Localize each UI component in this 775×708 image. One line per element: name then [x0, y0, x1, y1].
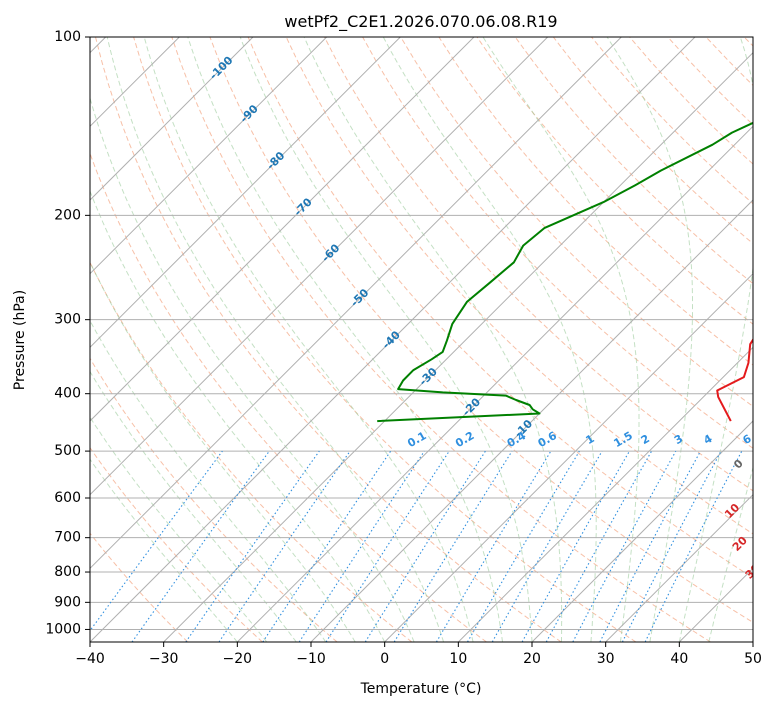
x-axis: −40 −30 −20 −10 0 10 20 30 40 50 [75, 642, 762, 667]
y-tick-label: 500 [54, 443, 81, 459]
x-tick-label: −30 [149, 651, 179, 667]
dry-adiabat-line [247, 37, 753, 579]
moist-adiabat-line [90, 416, 268, 642]
y-tick-label: 300 [54, 312, 81, 328]
moist-adiabat-line [90, 458, 238, 642]
isotherm-line [384, 272, 753, 642]
mixing-ratio-line [90, 450, 223, 632]
x-tick-label: −40 [75, 651, 105, 667]
mixing-ratio-line [131, 450, 270, 642]
mixing-ratio-line [218, 450, 351, 642]
moist-adiabat-line [382, 37, 597, 642]
chart-title: wetPf2_C2E1.2026.070.06.08.R19 [284, 12, 557, 32]
isotherm-line [236, 125, 753, 642]
mixing-ratio-line [644, 450, 743, 642]
dry-adiabat-line [95, 37, 562, 642]
y-tick-label: 800 [54, 564, 81, 580]
dry-adiabat-line [323, 37, 753, 492]
isotherm-line [90, 37, 475, 422]
temperature-profile-line [716, 337, 753, 422]
mixing-ratio-line [393, 450, 513, 642]
x-tick-label: 40 [670, 651, 688, 667]
moist-adiabat-line [606, 37, 693, 642]
moist-adiabat-line [106, 37, 445, 642]
x-tick-label: 50 [744, 651, 762, 667]
y-tick-label: 600 [54, 490, 81, 506]
y-tick-label: 700 [54, 530, 81, 546]
isotherm-line [605, 493, 753, 642]
y-axis-title: Pressure (hPa) [12, 290, 28, 390]
y-tick-label: 100 [54, 29, 81, 45]
moist-adiabat-label: 30 [743, 561, 763, 581]
x-tick-label: −10 [296, 651, 326, 667]
mixing-ratio-line [262, 450, 392, 642]
mixing-ratio-line [572, 450, 677, 642]
moist-adiabat-line [90, 260, 356, 642]
isotherm-line [90, 37, 328, 275]
isotherm-line [90, 37, 549, 496]
moist-adiabat-line [90, 319, 327, 642]
isotherm-line [310, 199, 753, 642]
x-tick-label: −20 [223, 651, 253, 667]
moist-adiabat-line [708, 465, 753, 642]
moist-adiabat-line [482, 37, 640, 642]
dry-adiabat-line [90, 357, 338, 642]
moist-adiabats [90, 37, 753, 642]
mixing-ratio-line [545, 450, 653, 642]
isotherm-line [163, 51, 753, 642]
dewpoint-profile-line [377, 121, 753, 423]
isotherm-line [531, 420, 753, 642]
dry-adiabat-line [90, 446, 263, 642]
isotherm-line [90, 37, 401, 349]
moist-adiabat-line [187, 37, 503, 642]
isotherm-line [90, 37, 254, 201]
isotherm-line [90, 37, 622, 570]
moist-adiabat-line [143, 37, 474, 642]
dry-adiabat-line [438, 37, 753, 366]
mixing-ratio-lines [90, 450, 743, 642]
moist-adiabat-line [303, 37, 563, 642]
dry-adiabat-line [90, 152, 487, 642]
dry-adiabat-line [514, 37, 753, 285]
pressure-gridlines [90, 37, 753, 630]
dry-adiabat-line [400, 37, 753, 407]
x-tick-label: 10 [449, 651, 467, 667]
profile-lines [377, 121, 753, 423]
dry-adiabat-line [171, 37, 711, 642]
plot-frame [89, 36, 754, 643]
x-tick-label: 0 [380, 651, 389, 667]
x-tick-label: 20 [523, 651, 541, 667]
mixing-ratio-line [185, 450, 320, 642]
dry-adiabat-line [90, 532, 189, 642]
y-tick-label: 900 [54, 594, 81, 610]
y-tick-label: 200 [54, 207, 81, 223]
moist-adiabat-line [678, 37, 753, 642]
isotherms [90, 37, 753, 642]
x-tick-label: 30 [597, 651, 615, 667]
moist-adiabat-line [90, 189, 386, 642]
x-axis-title: Temperature (°C) [360, 681, 482, 697]
y-tick-label: 400 [54, 386, 81, 402]
mixing-ratio-line [521, 450, 630, 642]
mixing-ratio-line [325, 450, 450, 642]
moist-adiabat-line [239, 37, 533, 642]
y-axis: 1000 900 800 700 600 500 400 300 200 100 [45, 29, 90, 637]
isotherm-line [457, 346, 753, 642]
y-tick-label: 1000 [45, 621, 81, 637]
mixing-ratio-line [298, 450, 425, 642]
dry-adiabat-line [209, 37, 753, 623]
isotherm-line [90, 37, 696, 642]
